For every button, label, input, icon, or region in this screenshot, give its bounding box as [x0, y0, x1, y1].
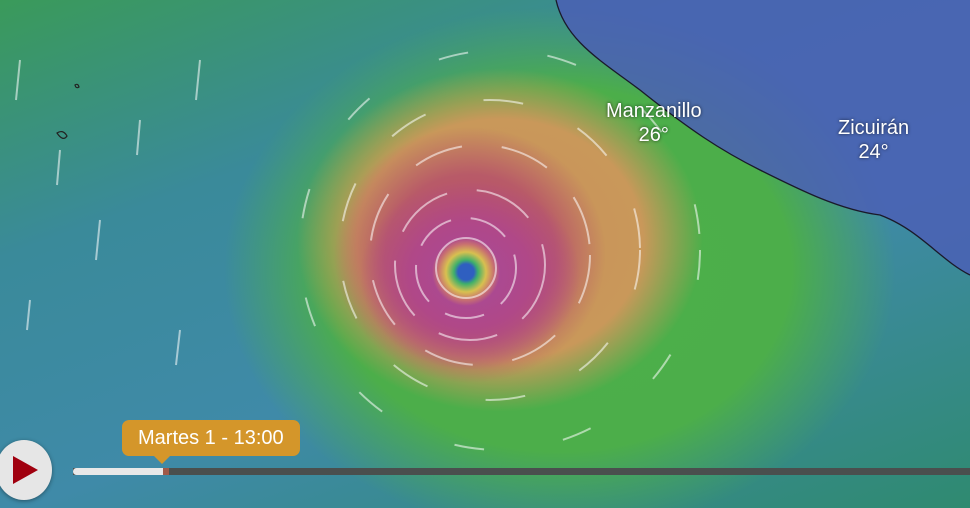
- city-name: Zicuirán: [838, 117, 910, 139]
- timeline-progress: [73, 468, 163, 475]
- wind-streaks: [15, 49, 701, 451]
- island: [56, 83, 80, 139]
- city-label-manzanillo[interactable]: Manzanillo 26°: [606, 99, 702, 147]
- play-icon: [13, 456, 38, 484]
- timeline-handle[interactable]: [162, 468, 169, 475]
- city-temp: 24°: [858, 141, 889, 163]
- play-button[interactable]: [0, 440, 52, 500]
- city-name: Manzanillo: [606, 100, 702, 122]
- city-temp: 26°: [638, 124, 669, 146]
- city-label-zicuiran[interactable]: Zicuirán 24°: [838, 116, 909, 164]
- coastline: [555, 0, 970, 276]
- land-area: [556, 0, 970, 275]
- timeline-slider[interactable]: [73, 468, 970, 475]
- timeline-tooltip: Martes 1 - 13:00: [122, 420, 300, 464]
